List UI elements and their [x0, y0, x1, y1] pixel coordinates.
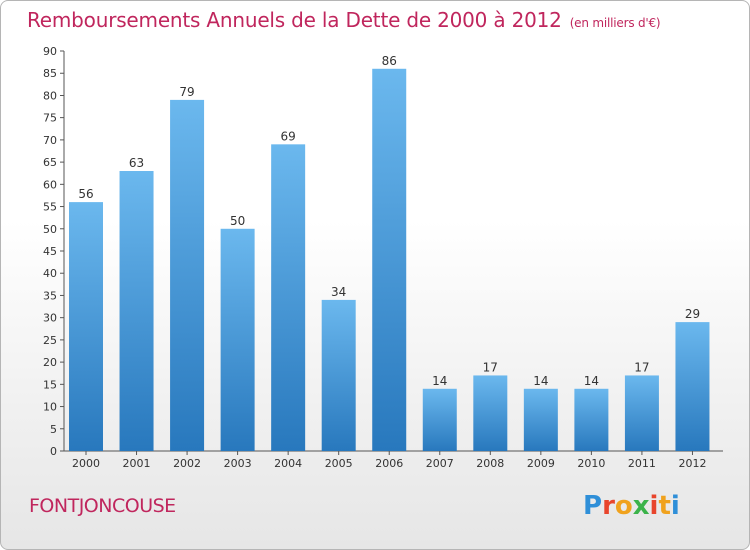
y-tick-label: 80: [43, 89, 57, 102]
bar-value-label: 14: [584, 374, 599, 388]
logo-letter: t: [658, 491, 671, 521]
y-tick-label: 5: [50, 423, 57, 436]
bar-value-label: 69: [281, 129, 296, 143]
bar-value-label: 29: [685, 307, 700, 321]
y-tick-label: 10: [43, 401, 57, 414]
y-tick-label: 25: [43, 334, 57, 347]
bars: 56 63 79 50 69 34 86 14 17 14 14 17 29: [69, 54, 710, 452]
x-tick-label: 2012: [678, 457, 706, 470]
logo-letter: r: [602, 491, 615, 521]
y-tick-label: 15: [43, 378, 57, 391]
bar-2003: [220, 228, 255, 451]
y-tick-label: 30: [43, 312, 57, 325]
chart-title-text: Remboursements Annuels de la Dette de 20…: [27, 8, 562, 32]
x-tick-label: 2010: [577, 457, 605, 470]
x-tick-label: 2000: [72, 457, 100, 470]
x-tick-label: 2008: [476, 457, 504, 470]
x-tick-label: 2007: [426, 457, 454, 470]
bar-value-label: 50: [230, 214, 245, 228]
y-tick-label: 50: [43, 223, 57, 236]
x-tick-label: 2003: [224, 457, 252, 470]
bar-value-label: 86: [382, 54, 397, 68]
city-name: FONTJONCOUSE: [29, 495, 176, 517]
proxiti-logo: Proxiti: [583, 491, 680, 521]
logo-letter: o: [614, 491, 633, 521]
axes: 0 5 10 15 20 25 30 35 40 45 50 55 60 65 70 75 80 85 90 2000…: [43, 45, 723, 470]
x-tick-label: 2006: [375, 457, 403, 470]
logo-letter: P: [583, 491, 603, 521]
bar-value-label: 17: [483, 360, 498, 374]
y-tick-label: 85: [43, 67, 57, 80]
y-tick-label: 45: [43, 245, 57, 258]
y-tick-label: 0: [50, 445, 57, 458]
bar-2005: [321, 299, 356, 451]
bar-2006: [372, 68, 407, 452]
bar-value-label: 14: [533, 374, 548, 388]
y-tick-label: 60: [43, 178, 57, 191]
y-tick-label: 55: [43, 201, 57, 214]
bar-2000: [69, 202, 103, 451]
bar-2004: [271, 144, 306, 452]
bar-value-label: 79: [179, 85, 194, 99]
bar-2010: [574, 388, 609, 451]
bar-2002: [170, 99, 205, 451]
bar-2008: [473, 375, 508, 451]
bar-2009: [523, 388, 558, 451]
logo-letter: i: [649, 491, 659, 521]
bar-2011: [624, 375, 659, 451]
chart-unit: (en milliers d'€): [569, 16, 661, 30]
bar-2012: [675, 322, 710, 451]
bar-value-label: 63: [129, 156, 144, 170]
x-tick-label: 2001: [123, 457, 151, 470]
logo-letter: x: [632, 491, 650, 521]
x-tick-label: 2002: [173, 457, 201, 470]
bar-2007: [422, 388, 457, 451]
bar-value-label: 14: [432, 374, 447, 388]
x-tick-label: 2009: [527, 457, 555, 470]
y-tick-label: 75: [43, 112, 57, 125]
y-tick-label: 20: [43, 356, 57, 369]
logo-letter: i: [670, 491, 680, 521]
y-tick-label: 70: [43, 134, 57, 147]
bar-2001: [119, 171, 154, 451]
chart-title: Remboursements Annuels de la Dette de 20…: [27, 8, 661, 32]
y-tick-label: 65: [43, 156, 57, 169]
bar-value-label: 34: [331, 285, 346, 299]
y-tick-label: 90: [43, 45, 57, 58]
x-tick-label: 2011: [628, 457, 656, 470]
x-tick-label: 2005: [325, 457, 353, 470]
bar-value-label: 56: [78, 187, 93, 201]
x-tick-label: 2004: [274, 457, 302, 470]
bar-value-label: 17: [634, 360, 649, 374]
y-tick-label: 40: [43, 267, 57, 280]
y-tick-label: 35: [43, 289, 57, 302]
